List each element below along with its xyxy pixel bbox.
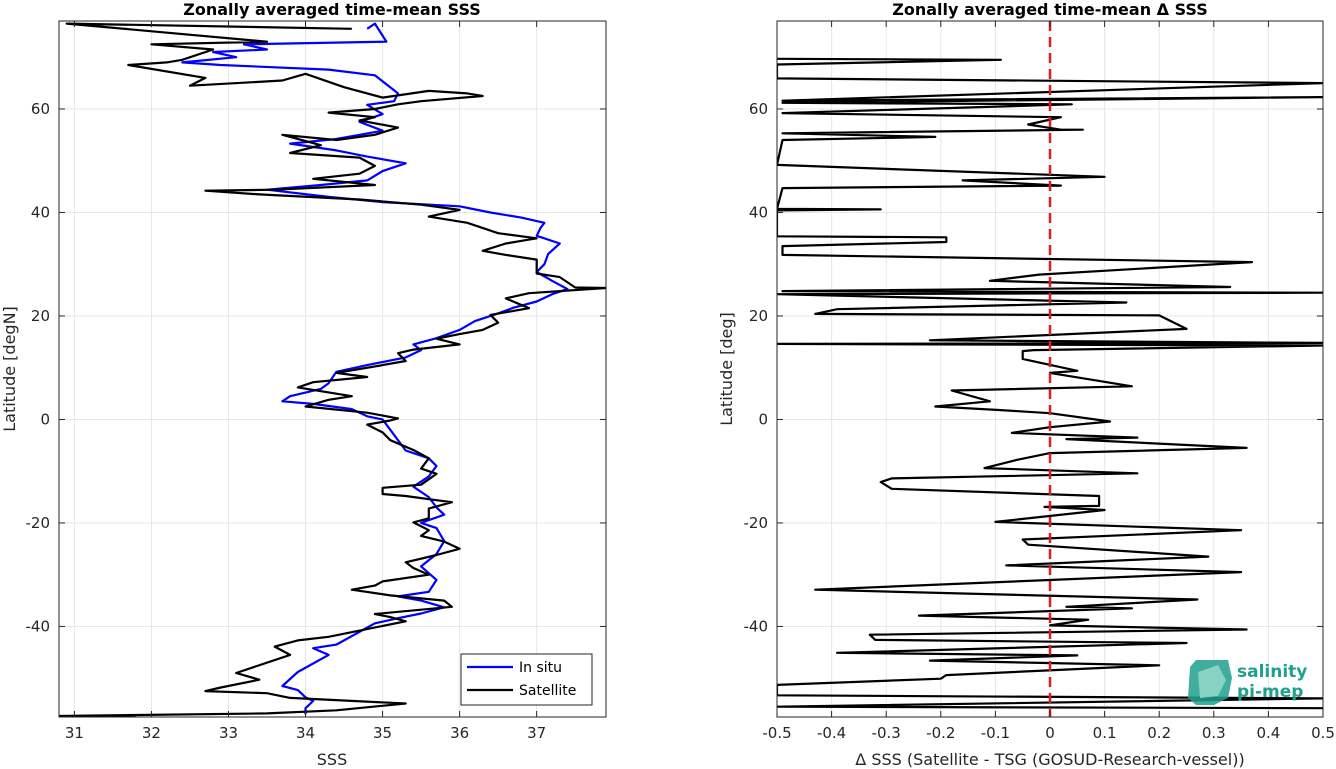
left-y-tick-label: 60 (31, 100, 50, 118)
right-y-tick-label: 0 (758, 410, 768, 428)
left-y-tick-label: -40 (26, 617, 51, 635)
left-axes-background (59, 21, 606, 717)
left-x-tick-label: 35 (373, 724, 392, 742)
left-x-tick-label: 32 (142, 724, 161, 742)
left-x-tick-label: 31 (65, 724, 84, 742)
right-x-tick-label: 0.5 (1311, 724, 1335, 742)
left-series-line-satellite (59, 22, 606, 717)
right-x-tick-label: -0.3 (872, 724, 901, 742)
left-y-axis-label: Latitude [degN] (0, 306, 19, 432)
right-ticks: -0.5 -0.4 -0.3 -0.2 -0.1 0 0.1 0.2 0.3 0.4 0.5 60 40… (744, 21, 1335, 742)
left-x-axis-label: SSS (317, 750, 347, 769)
left-x-tick-label: 36 (450, 724, 469, 742)
right-grid (776, 21, 1324, 717)
left-series-group (59, 22, 606, 717)
left-y-tick-label: 0 (40, 410, 50, 428)
left-y-tick-label: 20 (31, 307, 50, 325)
legend-label-satellite: Satellite (519, 683, 576, 699)
right-x-tick-label: -0.1 (981, 724, 1010, 742)
right-x-tick-label: 0.2 (1147, 724, 1171, 742)
left-x-tick-label: 34 (296, 724, 315, 742)
left-y-tick-label: 40 (31, 203, 50, 221)
right-panel: -0.5 -0.4 -0.3 -0.2 -0.1 0 0.1 0.2 0.3 0.4 0.5 60 40… (717, 0, 1335, 769)
logo-wave-icon (1198, 665, 1226, 698)
right-x-tick-label: 0.4 (1256, 724, 1280, 742)
right-x-tick-label: 0 (1045, 724, 1055, 742)
left-x-tick-label: 33 (219, 724, 238, 742)
left-panel: 31 32 33 34 35 36 37 60 40 20 0 -20 -40 Zonally aver… (0, 0, 607, 769)
right-y-tick-label: -20 (744, 514, 769, 532)
legend: In situ Satellite (460, 653, 593, 706)
left-y-tick-label: -20 (26, 514, 51, 532)
logo-text-line2: pi-mep (1237, 682, 1303, 702)
right-x-axis-label: Δ SSS (Satellite - TSG (GOSUD-Research-v… (855, 750, 1244, 769)
right-series-group (777, 57, 1323, 710)
left-grid (59, 21, 606, 717)
right-x-tick-label: 0.1 (1093, 724, 1117, 742)
right-x-tick-label: -0.4 (817, 724, 846, 742)
legend-box (460, 653, 593, 706)
right-x-tick-label: -0.5 (762, 724, 791, 742)
right-y-axis-label: Latitude [deg] (717, 312, 736, 426)
right-y-tick-label: 40 (749, 203, 768, 221)
right-title: Zonally averaged time-mean Δ SSS (892, 0, 1208, 19)
right-y-tick-label: 60 (749, 100, 768, 118)
right-y-tick-label: -40 (744, 617, 769, 635)
left-ticks: 31 32 33 34 35 36 37 60 40 20 0 -20 -40 (26, 21, 606, 742)
left-axes-frame (58, 20, 607, 718)
salinity-pi-mep-logo: salinity pi-mep (1188, 660, 1307, 705)
logo-text-line1: salinity (1237, 662, 1307, 682)
right-x-tick-label: -0.2 (926, 724, 955, 742)
right-x-tick-label: 0.3 (1202, 724, 1226, 742)
left-x-tick-label: 37 (527, 724, 546, 742)
right-series-line-delta-sss (777, 57, 1323, 710)
right-y-tick-label: 20 (749, 307, 768, 325)
legend-label-in-situ: In situ (519, 660, 562, 676)
left-title: Zonally averaged time-mean SSS (183, 0, 481, 19)
